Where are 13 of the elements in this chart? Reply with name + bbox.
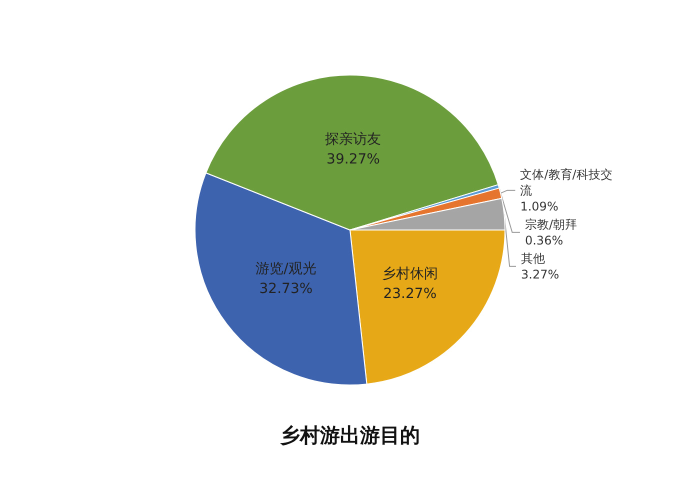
data-label: 39.27%	[326, 152, 380, 168]
slice-label: 探亲访友	[325, 132, 382, 148]
slice-label: 其他	[520, 251, 545, 266]
data-label: 3.27%	[520, 267, 560, 282]
data-label: 1.09%	[520, 199, 558, 214]
slice-label: 宗教/朝拜	[524, 217, 578, 232]
data-label: 0.36%	[524, 233, 564, 248]
data-label: 23.27%	[383, 286, 437, 302]
text: 乡村游出游目的	[280, 423, 420, 447]
slice-label: 文体/教育/科技交流	[520, 167, 612, 198]
data-label: 32.73%	[259, 280, 313, 297]
slice-label: 乡村休闲	[382, 266, 438, 282]
slice-label: 游览/观光	[256, 260, 316, 277]
